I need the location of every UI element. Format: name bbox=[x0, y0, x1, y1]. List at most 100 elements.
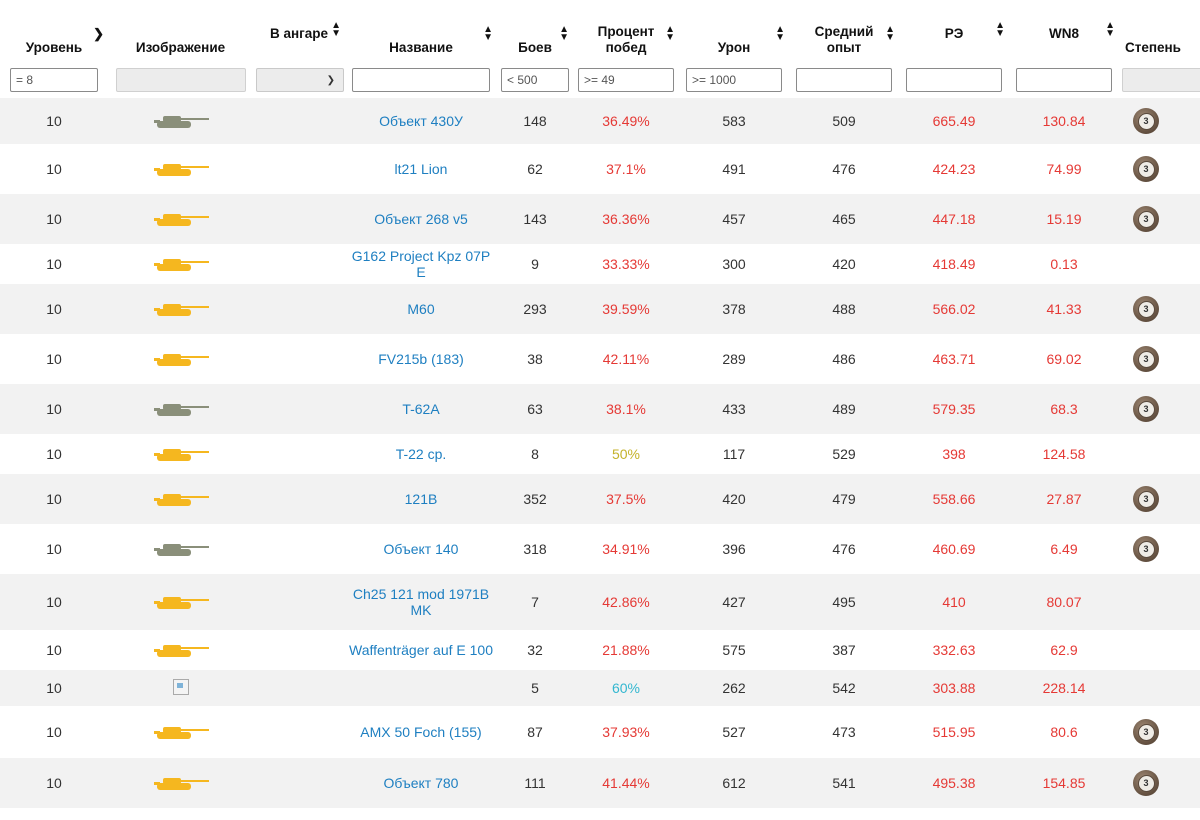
mastery-cell: 3 bbox=[1119, 194, 1200, 244]
table-row[interactable]: 10 Объект 140 318 34.91% 396 476 460.69 … bbox=[0, 524, 1200, 574]
level-cell: 10 bbox=[0, 706, 108, 758]
level-filter-input[interactable] bbox=[10, 68, 98, 92]
level-cell: 10 bbox=[0, 194, 108, 244]
column-header-damage[interactable]: Урон ▲ ▼ bbox=[717, 24, 785, 56]
vehicle-name-link[interactable]: Waffenträger auf E 100 bbox=[345, 630, 497, 670]
vehicle-name-link[interactable]: Объект 430У bbox=[345, 98, 497, 144]
mastery-cell bbox=[1119, 670, 1200, 706]
battles-cell: 293 bbox=[497, 284, 573, 334]
damage-cell: 117 bbox=[679, 434, 789, 474]
win-rate-cell: 36.36% bbox=[573, 194, 679, 244]
re-cell: 665.49 bbox=[899, 98, 1009, 144]
vehicle-name-link[interactable]: Объект 268 v5 bbox=[345, 194, 497, 244]
level-cell: 10 bbox=[0, 630, 108, 670]
avg-exp-cell: 529 bbox=[789, 434, 899, 474]
table-row[interactable]: 10 T-22 ср. 8 50% 117 529 398 124.58 bbox=[0, 434, 1200, 474]
mastery-badge-icon: 3 bbox=[1133, 536, 1159, 562]
win-rate-filter-input[interactable] bbox=[578, 68, 674, 92]
re-filter-input[interactable] bbox=[906, 68, 1002, 92]
level-cell: 10 bbox=[0, 434, 108, 474]
tank-image-cell bbox=[108, 434, 253, 474]
battles-filter-input[interactable] bbox=[501, 68, 569, 92]
level-cell: 10 bbox=[0, 284, 108, 334]
table-row[interactable]: 10 Объект 430У 148 36.49% 583 509 665.49… bbox=[0, 98, 1200, 144]
vehicle-name-link[interactable]: FV215b (183) bbox=[345, 334, 497, 384]
win-rate-cell: 37.5% bbox=[573, 474, 679, 524]
table-row[interactable]: 10 Объект 268 v5 143 36.36% 457 465 447.… bbox=[0, 194, 1200, 244]
win-rate-cell: 42.11% bbox=[573, 334, 679, 384]
vehicle-name-link[interactable]: T-22 ср. bbox=[345, 434, 497, 474]
avg-exp-filter-input[interactable] bbox=[796, 68, 892, 92]
in-hangar-filter-select[interactable]: ❯ bbox=[256, 68, 344, 92]
vehicle-name-link[interactable]: 121B bbox=[345, 474, 497, 524]
tank-image-cell bbox=[108, 194, 253, 244]
mastery-cell: 3 bbox=[1119, 758, 1200, 808]
header-row: Уровень ❯ Изображение В ангаре ▲ ▼ Название… bbox=[0, 0, 1200, 62]
table-row[interactable]: 10 M60 293 39.59% 378 488 566.02 41.33 3 bbox=[0, 284, 1200, 334]
damage-filter-input[interactable] bbox=[686, 68, 782, 92]
column-header-in-hangar[interactable]: В ангаре ▲ ▼ bbox=[269, 20, 341, 42]
wn8-cell: 15.19 bbox=[1009, 194, 1119, 244]
wn8-cell: 0.13 bbox=[1009, 244, 1119, 284]
mastery-badge-icon: 3 bbox=[1133, 719, 1159, 745]
table-row[interactable]: 10 Waffenträger auf E 100 32 21.88% 575 … bbox=[0, 630, 1200, 670]
table-row[interactable]: 10 121B 352 37.5% 420 479 558.66 27.87 3 bbox=[0, 474, 1200, 524]
mastery-cell: 3 bbox=[1119, 284, 1200, 334]
level-cell: 10 bbox=[0, 334, 108, 384]
vehicle-name-link[interactable]: T-62A bbox=[345, 384, 497, 434]
wn8-cell: 124.58 bbox=[1009, 434, 1119, 474]
table-row[interactable]: 10 lt21 Lion 62 37.1% 491 476 424.23 74.… bbox=[0, 144, 1200, 194]
damage-cell: 575 bbox=[679, 630, 789, 670]
column-header-re[interactable]: РЭ ▲ ▼ bbox=[944, 20, 1005, 42]
mastery-badge-icon: 3 bbox=[1133, 346, 1159, 372]
vehicle-name-link[interactable]: G162 Project Kpz 07P E bbox=[345, 244, 497, 284]
table-row[interactable]: 10 T-62A 63 38.1% 433 489 579.35 68.3 3 bbox=[0, 384, 1200, 434]
table-row[interactable]: 10 AMX 50 Foch (155) 87 37.93% 527 473 5… bbox=[0, 706, 1200, 758]
table-row[interactable]: 10 5 60% 262 542 303.88 228.14 bbox=[0, 670, 1200, 706]
vehicle-name-link[interactable] bbox=[345, 670, 497, 706]
damage-cell: 420 bbox=[679, 474, 789, 524]
win-rate-cell: 50% bbox=[573, 434, 679, 474]
wn8-cell: 228.14 bbox=[1009, 670, 1119, 706]
column-header-wn8[interactable]: WN8 ▲ ▼ bbox=[1049, 20, 1115, 42]
vehicle-name-link[interactable]: AMX 50 Foch (155) bbox=[345, 706, 497, 758]
column-header-avg-exp[interactable]: Средний опыт ▲ ▼ bbox=[814, 24, 895, 55]
in-hangar-cell bbox=[253, 758, 345, 808]
damage-cell: 300 bbox=[679, 244, 789, 284]
vehicle-name-link[interactable]: M60 bbox=[345, 284, 497, 334]
re-cell: 515.95 bbox=[899, 706, 1009, 758]
name-filter-input[interactable] bbox=[352, 68, 490, 92]
in-hangar-cell bbox=[253, 244, 345, 284]
damage-cell: 527 bbox=[679, 706, 789, 758]
battles-cell: 5 bbox=[497, 670, 573, 706]
column-header-name[interactable]: Название ▲ ▼ bbox=[389, 24, 493, 56]
table-row[interactable]: 10 G162 Project Kpz 07P E 9 33.33% 300 4… bbox=[0, 244, 1200, 284]
column-header-mastery[interactable]: Степень bbox=[1125, 40, 1181, 55]
avg-exp-cell: 387 bbox=[789, 630, 899, 670]
sort-icon: ▲ ▼ bbox=[885, 24, 895, 43]
vehicle-name-link[interactable]: Ch25 121 mod 1971B MK bbox=[345, 574, 497, 630]
re-cell: 460.69 bbox=[899, 524, 1009, 574]
wn8-filter-input[interactable] bbox=[1016, 68, 1112, 92]
damage-cell: 612 bbox=[679, 758, 789, 808]
win-rate-cell: 21.88% bbox=[573, 630, 679, 670]
tank-icon bbox=[153, 303, 209, 316]
win-rate-cell: 36.49% bbox=[573, 98, 679, 144]
in-hangar-cell bbox=[253, 434, 345, 474]
column-header-level[interactable]: Уровень ❯ bbox=[25, 26, 104, 55]
wn8-cell: 68.3 bbox=[1009, 384, 1119, 434]
tank-image-cell bbox=[108, 144, 253, 194]
in-hangar-cell bbox=[253, 284, 345, 334]
vehicle-name-link[interactable]: Объект 140 bbox=[345, 524, 497, 574]
re-cell: 410 bbox=[899, 574, 1009, 630]
vehicle-name-link[interactable]: lt21 Lion bbox=[345, 144, 497, 194]
tank-icon bbox=[153, 448, 209, 461]
table-row[interactable]: 10 FV215b (183) 38 42.11% 289 486 463.71… bbox=[0, 334, 1200, 384]
table-row[interactable]: 10 Ch25 121 mod 1971B MK 7 42.86% 427 49… bbox=[0, 574, 1200, 630]
column-header-battles[interactable]: Боев ▲ ▼ bbox=[518, 24, 569, 56]
table-row[interactable]: 10 Объект 780 111 41.44% 612 541 495.38 … bbox=[0, 758, 1200, 808]
vehicle-name-link[interactable]: Объект 780 bbox=[345, 758, 497, 808]
battles-cell: 32 bbox=[497, 630, 573, 670]
column-header-win-rate[interactable]: Процент побед ▲ ▼ bbox=[597, 24, 675, 55]
